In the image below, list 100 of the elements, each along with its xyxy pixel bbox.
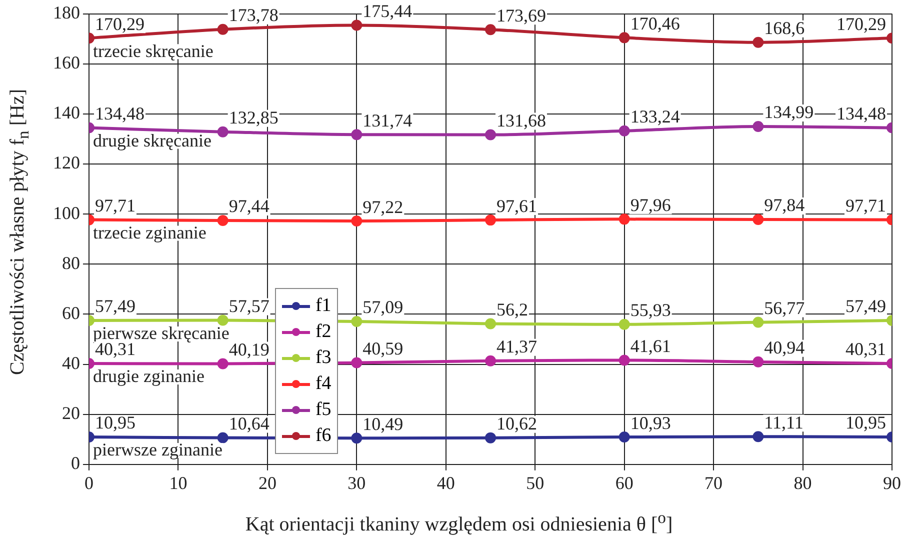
data-label: 97,84 (764, 195, 805, 216)
data-label: 173,69 (496, 5, 546, 26)
data-label: 10,95 (95, 412, 136, 433)
data-label: 97,22 (362, 196, 404, 217)
annotation: pierwsze zginanie (93, 440, 222, 460)
point (217, 358, 228, 370)
annotation: drugie zginanie (93, 366, 204, 386)
data-label: 170,29 (95, 14, 144, 34)
data-label: 97,44 (228, 196, 270, 216)
x-tick-label: 70 (704, 472, 723, 493)
point (351, 216, 362, 227)
y-tick-label: 0 (71, 453, 80, 474)
x-axis-title: Kąt orientacji tkaniny względem osi odniesienia θ [$^{o}$] (244, 508, 674, 537)
point (351, 316, 362, 327)
data-label: 10,93 (630, 412, 671, 433)
point (618, 432, 630, 443)
point (351, 432, 362, 444)
data-label: 40,31 (846, 339, 886, 360)
data-label: 131,68 (496, 110, 546, 130)
data-label: 97,61 (496, 196, 537, 216)
x-tick-label: 10 (169, 472, 188, 493)
data-label: 134,48 (836, 103, 886, 124)
data-label: 11,11 (764, 412, 804, 432)
point (485, 432, 496, 444)
point (752, 316, 764, 328)
point (618, 32, 630, 44)
data-label: 173,78 (228, 5, 278, 26)
data-label: 41,61 (630, 336, 671, 356)
legend-label: f4 (315, 373, 332, 396)
annotation: trzecie skręcanie (93, 40, 214, 61)
data-label: 132,85 (228, 108, 278, 128)
data-label: 10,62 (496, 414, 537, 434)
x-tick-label: 80 (794, 472, 812, 493)
y-tick-label: 100 (53, 202, 80, 223)
legend-label: f1 (315, 295, 332, 318)
data-label: 40,94 (764, 338, 805, 358)
x-tick-label: 60 (615, 472, 634, 493)
point (485, 129, 496, 140)
data-label: 97,96 (630, 194, 671, 215)
x-tick-label: 50 (526, 472, 544, 493)
data-label: 170,29 (836, 14, 886, 34)
y-tick-label: 160 (53, 52, 80, 73)
point (485, 318, 496, 330)
point (217, 432, 228, 444)
legend-label: f5 (315, 399, 332, 422)
y-tick-label: 180 (53, 2, 80, 23)
point (485, 355, 496, 366)
point (351, 20, 362, 31)
point (618, 214, 630, 225)
annotation: drugie skręcanie (93, 130, 212, 150)
data-label: 134,48 (95, 103, 144, 124)
point (618, 125, 630, 136)
data-label: 40,19 (228, 340, 270, 360)
data-label: 10,64 (228, 414, 270, 434)
y-tick-label: 20 (62, 403, 80, 424)
point (618, 354, 630, 366)
point (217, 214, 228, 226)
y-tick-label: 40 (62, 353, 80, 373)
point (485, 24, 496, 36)
x-tick-label: 20 (258, 472, 276, 493)
point (752, 36, 764, 48)
point (485, 214, 496, 226)
data-label: 134,99 (764, 102, 814, 122)
annotation: trzecie zginanie (93, 222, 206, 243)
x-tick-label: 40 (436, 472, 455, 493)
point (351, 129, 362, 140)
data-label: 57,49 (95, 296, 136, 316)
data-label: 175,44 (362, 0, 412, 21)
data-label: 168,6 (764, 18, 805, 38)
point (217, 24, 228, 35)
data-label: 57,57 (228, 296, 270, 316)
point (618, 318, 630, 330)
legend-label: f2 (315, 321, 332, 344)
legend-label: f3 (315, 347, 332, 370)
point (752, 431, 764, 442)
point (217, 126, 228, 138)
point (351, 357, 362, 368)
data-label: 56,2 (496, 299, 528, 320)
data-label: 57,09 (362, 297, 404, 318)
point (752, 120, 764, 132)
data-label: 97,71 (846, 196, 886, 216)
x-tick-label: 30 (348, 472, 366, 493)
x-tick-label: 0 (84, 472, 94, 493)
y-tick-label: 120 (53, 152, 80, 173)
data-label: 133,24 (630, 106, 680, 127)
data-label: 10,49 (362, 414, 404, 434)
x-tick-label: 90 (883, 472, 901, 493)
data-label: 40,59 (362, 338, 404, 359)
y-tick-label: 140 (53, 102, 80, 123)
data-label: 56,77 (764, 298, 805, 318)
data-label: 10,95 (846, 412, 886, 433)
legend-label: f6 (315, 425, 332, 448)
data-label: 57,49 (846, 296, 886, 316)
point (217, 314, 228, 326)
y-tick-label: 80 (62, 252, 80, 273)
data-label: 55,93 (630, 300, 671, 320)
data-label: 41,37 (496, 336, 537, 357)
data-label: 170,46 (630, 13, 680, 34)
point (752, 214, 764, 225)
y-tick-label: 60 (62, 302, 80, 323)
